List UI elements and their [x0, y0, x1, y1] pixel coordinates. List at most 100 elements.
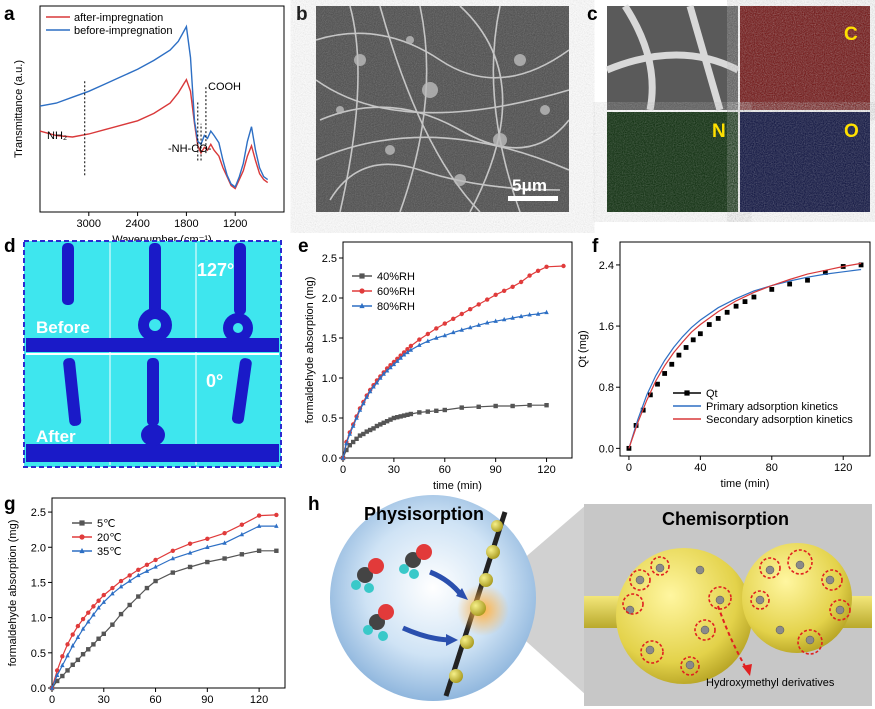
data-point — [91, 612, 96, 617]
data-point — [357, 433, 363, 438]
data-point — [468, 307, 473, 312]
x-tick-label: 3000 — [77, 218, 101, 230]
data-point — [101, 592, 106, 598]
data-point — [79, 547, 85, 554]
data-point — [153, 564, 158, 569]
chart-g: 0 30 60 90 120 0.0 0.5 1.0 1.5 2.0 2.5 formaldehyde… — [7, 497, 286, 706]
y-tick-label: 2.5 — [322, 253, 337, 265]
plot-frame — [342, 241, 573, 459]
chart-e: 0 30 60 90 120 0.0 0.5 1.0 1.5 2.0 2.5 time (min) fo… — [304, 241, 573, 492]
y-tick-label: 0.0 — [322, 453, 337, 465]
data-point — [136, 594, 141, 599]
x-tick-label: 0 — [49, 694, 55, 706]
plot-frame — [619, 241, 871, 457]
annotation-cooh: COOH — [208, 81, 241, 93]
data-point — [484, 297, 490, 302]
data-point — [127, 573, 132, 578]
y-axis-label: Qt (mg) — [577, 330, 589, 367]
data-point — [96, 636, 101, 641]
data-point — [187, 541, 193, 546]
chart-a: 3000240018001200Wavenumber (cm⁻¹)Transmi… — [13, 5, 285, 246]
data-point — [80, 652, 86, 657]
data-point — [669, 361, 675, 367]
y-axis-label: formaldehyde absorption (mg) — [304, 277, 316, 424]
data-point — [80, 616, 86, 622]
data-point — [425, 331, 431, 337]
data-point — [395, 415, 400, 420]
data-point — [434, 335, 439, 340]
data-point — [170, 548, 176, 553]
adsorption-schematic: Physisorption Chemisorption Hydroxymethy… — [330, 495, 872, 706]
data-point — [144, 568, 150, 573]
series-line — [628, 268, 862, 449]
data-point — [239, 531, 245, 537]
data-point — [408, 347, 414, 352]
data-point — [684, 390, 690, 396]
data-point — [187, 564, 193, 570]
data-point — [274, 523, 279, 528]
data-point — [222, 556, 227, 561]
data-point — [54, 678, 60, 684]
data-point — [239, 522, 245, 527]
panel-label-f: f — [592, 236, 599, 257]
data-point — [239, 552, 245, 557]
data-point — [493, 292, 498, 297]
formaldehyde-molecule — [363, 604, 394, 641]
legend-entry: Secondary adsorption kinetics — [706, 414, 853, 426]
data-point — [535, 268, 541, 273]
data-point — [110, 591, 115, 596]
data-point — [398, 355, 403, 360]
data-point — [518, 313, 524, 319]
x-tick-label: 80 — [766, 462, 778, 474]
data-point — [724, 309, 730, 315]
plot-frame — [39, 5, 285, 213]
data-point — [54, 668, 60, 673]
data-point — [858, 262, 864, 268]
data-point — [127, 578, 132, 583]
data-point — [144, 585, 150, 591]
data-point — [442, 321, 447, 326]
x-tick-label: 2400 — [125, 218, 149, 230]
series-line — [39, 24, 269, 189]
data-point — [60, 673, 65, 679]
data-point — [361, 400, 366, 406]
data-point — [527, 403, 532, 408]
data-point — [205, 536, 210, 542]
data-point — [706, 322, 712, 327]
eds-label-c: C — [844, 24, 858, 45]
x-tick-label: 40 — [694, 462, 706, 474]
data-point — [484, 320, 490, 325]
series-40-rh — [340, 403, 549, 461]
chemisorption-title: Chemisorption — [662, 509, 789, 529]
data-point — [144, 562, 150, 568]
data-point — [205, 544, 210, 549]
plot-frame — [51, 497, 286, 689]
data-point — [391, 361, 397, 367]
y-tick-label: 1.0 — [322, 373, 337, 385]
y-tick-label: 0.5 — [322, 413, 337, 425]
data-point — [49, 685, 55, 690]
series-secondary-adsorption-kinetics — [628, 262, 862, 449]
data-point — [476, 302, 481, 307]
data-point — [60, 662, 65, 668]
data-point — [715, 316, 721, 321]
data-point — [388, 364, 393, 370]
series-20- — [49, 512, 279, 691]
hydroxymethyl-label: Hydroxymethyl derivatives — [706, 677, 835, 689]
data-point — [350, 439, 356, 445]
data-point — [170, 570, 176, 575]
formaldehyde-molecule — [351, 558, 384, 593]
data-point — [451, 316, 456, 321]
legend-entry: 40%RH — [377, 271, 415, 283]
data-point — [510, 284, 515, 289]
data-point — [347, 431, 352, 436]
data-point — [101, 631, 106, 637]
data-point — [527, 273, 532, 278]
data-point — [655, 381, 660, 387]
x-tick-label: 120 — [834, 462, 852, 474]
data-point — [110, 585, 115, 591]
physisorption-sphere — [330, 495, 536, 701]
data-point — [86, 619, 91, 624]
y-tick-label: 0.0 — [599, 443, 614, 455]
